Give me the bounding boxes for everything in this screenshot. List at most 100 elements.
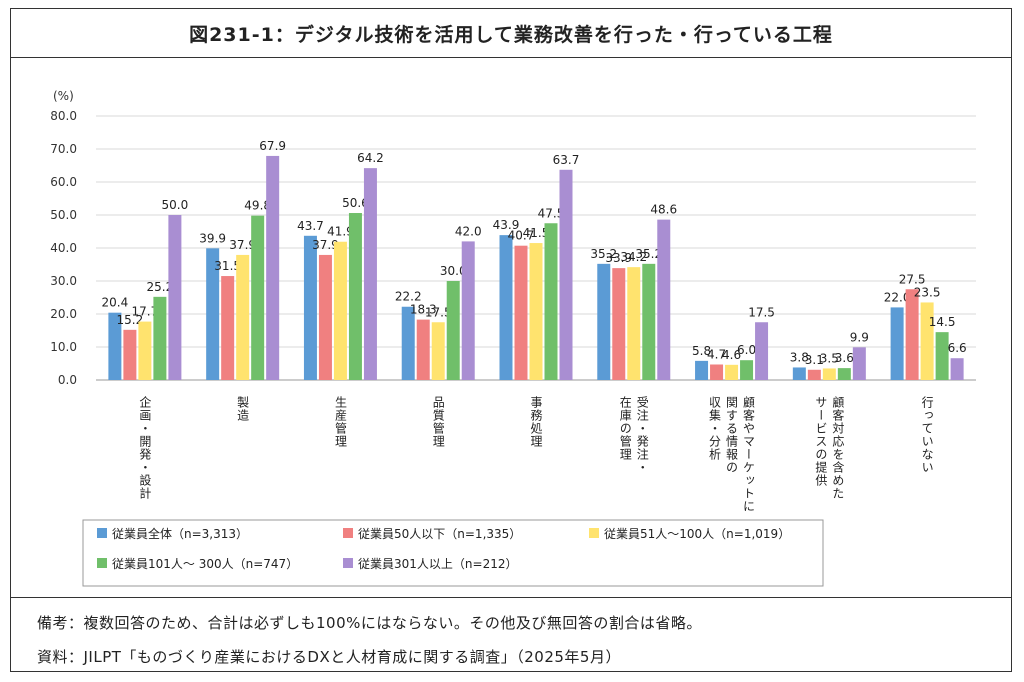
source-note: 資料：JILPT「ものづくり産業におけるDXと人材育成に関する調査」（2025年…	[37, 648, 621, 666]
data-label: 35.2	[590, 247, 617, 261]
legend-label: 従業員101人～ 300人（n=747）	[112, 557, 298, 571]
data-label: 50.6	[342, 196, 369, 210]
data-label: 3.6	[835, 351, 854, 365]
y-tick-label: 60.0	[50, 175, 77, 189]
data-label: 47.5	[538, 206, 565, 220]
bar	[206, 248, 220, 380]
legend-label: 従業員301人以上（n=212）	[358, 557, 517, 571]
category-label: サービスの提供	[814, 396, 828, 487]
data-label: 42.0	[455, 224, 482, 238]
data-label: 27.5	[899, 272, 926, 286]
data-label: 3.1	[805, 353, 824, 367]
data-label: 41.5	[523, 226, 550, 240]
legend-box	[82, 519, 824, 587]
data-label: 30.0	[440, 264, 467, 278]
notes-area: 備考：複数回答のため、合計は必ずしも100%にはならない。その他及び無回答の割合…	[11, 597, 1011, 672]
category-label: 在庫の管理	[618, 396, 632, 461]
remarks-note: 備考：複数回答のため、合計は必ずしも100%にはならない。その他及び無回答の割合…	[37, 614, 702, 632]
bar	[695, 360, 709, 380]
data-label: 22.2	[395, 290, 422, 304]
data-label: 43.7	[297, 219, 324, 233]
bar	[657, 219, 671, 380]
y-tick-label: 20.0	[50, 307, 77, 321]
legend-swatch	[343, 558, 353, 568]
figure-title: 図231-1：デジタル技術を活用して業務改善を行った・行っている工程	[11, 9, 1011, 58]
bar	[627, 267, 641, 380]
bar	[401, 306, 415, 380]
data-label: 20.4	[102, 296, 129, 310]
bar	[544, 223, 558, 380]
legend-swatch	[589, 528, 599, 538]
bar	[153, 296, 167, 380]
data-label: 41.9	[327, 225, 354, 239]
bar	[822, 368, 836, 380]
legend-swatch	[97, 558, 107, 568]
data-label: 3.8	[790, 350, 809, 364]
bar	[529, 243, 543, 380]
data-label: 34.2	[620, 250, 647, 264]
bar	[950, 358, 964, 380]
bar	[251, 215, 265, 380]
bar	[514, 245, 528, 380]
data-label: 40.7	[508, 229, 535, 243]
bar	[266, 155, 280, 380]
y-tick-label: 50.0	[50, 208, 77, 222]
data-label: 4.6	[722, 348, 741, 362]
bar	[837, 368, 851, 380]
bar	[461, 241, 475, 380]
bar	[108, 312, 122, 380]
data-label: 17.7	[132, 305, 159, 319]
y-tick-label: 70.0	[50, 142, 77, 156]
bar	[138, 321, 152, 380]
data-label: 4.7	[707, 347, 726, 361]
bar	[168, 215, 182, 380]
legend-label: 従業員50人以下（n=1,335）	[358, 527, 521, 541]
data-label: 14.5	[929, 315, 956, 329]
bar-chart: (%) 0.0 10.0 20.0 30.0 40.0 50.0 60.0 70.0 80.0 20…	[50, 89, 976, 587]
bar	[612, 268, 626, 380]
data-label: 35.2	[635, 247, 662, 261]
category-label: 品質管理	[431, 396, 445, 448]
bar	[333, 241, 347, 380]
data-label: 18.3	[410, 303, 437, 317]
bar	[303, 235, 317, 380]
category-label: 行っていない	[920, 396, 934, 474]
bar	[852, 347, 866, 380]
y-tick-label: 30.0	[50, 274, 77, 288]
bar	[755, 322, 769, 380]
data-label: 50.0	[162, 198, 189, 212]
y-tick-label: 40.0	[50, 241, 77, 255]
category-label: 事務処理	[529, 396, 543, 448]
bar	[123, 329, 137, 380]
data-label: 37.9	[229, 238, 256, 252]
data-label: 23.5	[914, 285, 941, 299]
bar	[920, 302, 934, 380]
category-label: 製造	[236, 396, 250, 422]
data-label: 67.9	[259, 139, 286, 153]
bar	[597, 263, 611, 380]
data-label: 15.2	[117, 313, 144, 327]
bar	[559, 169, 573, 380]
data-label: 6.0	[737, 343, 756, 357]
category-label: 受注・発注・	[635, 396, 649, 474]
category-label: 企画・開発・設計	[138, 395, 152, 500]
y-tick-label: 0.0	[58, 373, 77, 387]
data-label: 9.9	[850, 330, 869, 344]
data-label: 17.5	[425, 305, 452, 319]
bar	[221, 276, 235, 380]
category-label: 収集・分析	[708, 396, 722, 461]
category-label: 関する情報の	[725, 396, 739, 474]
data-label: 64.2	[357, 151, 384, 165]
data-label: 48.6	[650, 203, 677, 217]
category-label: 顧客対応を含めた	[831, 395, 845, 500]
data-label: 39.9	[199, 231, 226, 245]
legend-label: 従業員全体（n=3,313）	[112, 526, 248, 541]
bar	[348, 213, 362, 380]
bar	[499, 235, 513, 380]
legend-swatch	[343, 528, 353, 538]
y-unit-label: (%)	[53, 89, 74, 103]
data-label: 25.2	[147, 280, 174, 294]
data-label: 5.8	[692, 344, 711, 358]
data-label: 37.9	[312, 238, 339, 252]
bar	[740, 360, 754, 380]
